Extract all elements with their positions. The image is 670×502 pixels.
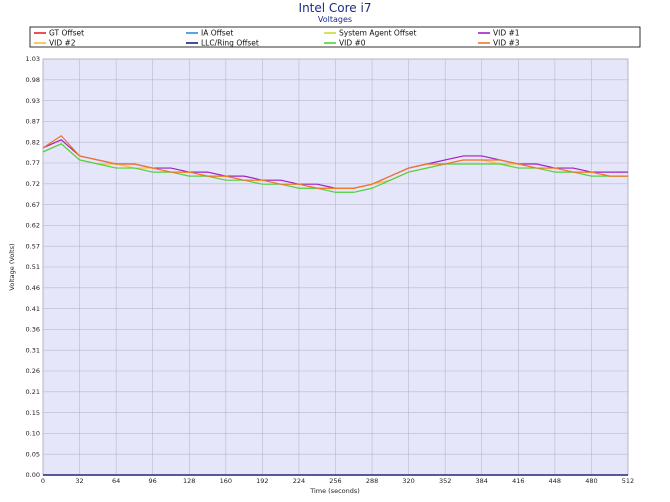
x-tick-label: 384	[476, 477, 488, 485]
y-tick-label: 0.10	[26, 430, 40, 438]
y-tick-label: 0.05	[26, 450, 40, 458]
y-tick-label: 0.51	[26, 263, 40, 271]
y-tick-label: 0.82	[26, 138, 40, 146]
legend-label-vid-3: VID #3	[493, 39, 520, 48]
series-line-vid-0	[42, 143, 628, 193]
y-tick-label: 0.87	[26, 118, 40, 126]
x-tick-label: 288	[366, 477, 378, 485]
x-tick-label: 0	[41, 477, 45, 485]
legend-label-system-agent-offset: System Agent Offset	[339, 29, 417, 38]
chart-title: Intel Core i7	[299, 1, 372, 15]
x-tick-label: 512	[622, 477, 634, 485]
series-layer	[42, 135, 628, 476]
x-tick-label: 352	[439, 477, 451, 485]
y-tick-label: 0.41	[26, 305, 40, 313]
y-tick-label: 0.15	[26, 409, 40, 417]
chart-legend: GT Offset IA Offset System Agent Offset VID…	[29, 26, 641, 48]
x-tick-label: 256	[329, 477, 341, 485]
y-axis-label: Voltage (Volts)	[8, 243, 16, 290]
y-tick-label: 0.31	[26, 346, 40, 354]
x-tick-label: 64	[112, 477, 120, 485]
x-tick-label: 160	[220, 477, 232, 485]
legend-label-vid-0: VID #0	[339, 39, 366, 48]
x-tick-label: 32	[75, 477, 83, 485]
y-axis-ticks: 0.00 0.05 0.10 0.15 0.21 0.26 0.31 0.36 0.41 0.46…	[26, 55, 40, 479]
y-tick-label: 0.72	[26, 180, 40, 188]
y-tick-label: 1.03	[26, 55, 40, 63]
y-tick-label: 0.62	[26, 222, 40, 230]
y-tick-label: 0.00	[26, 471, 40, 479]
legend-label-llc-ring-offset: LLC/Ring Offset	[201, 39, 259, 48]
legend-label-gt-offset: GT Offset	[49, 29, 84, 38]
legend-label-ia-offset: IA Offset	[201, 29, 233, 38]
x-tick-label: 224	[293, 477, 305, 485]
y-tick-label: 0.67	[26, 201, 40, 209]
chart-subtitle: Voltages	[318, 15, 352, 24]
series-line-vid-3	[42, 135, 628, 189]
x-tick-label: 192	[256, 477, 268, 485]
grid-lines	[42, 58, 629, 476]
x-tick-label: 128	[183, 477, 195, 485]
y-tick-label: 0.36	[26, 326, 40, 334]
x-tick-label: 416	[512, 477, 524, 485]
x-axis-ticks: 0 32 64 96 128 160 192 224 256 288 320 352 384 416 448…	[41, 477, 634, 485]
y-tick-label: 0.21	[26, 388, 40, 396]
legend-label-vid-1: VID #1	[493, 29, 520, 38]
y-tick-label: 0.46	[26, 284, 40, 292]
y-tick-label: 0.57	[26, 242, 40, 250]
legend-label-vid-2: VID #2	[49, 39, 76, 48]
x-tick-label: 96	[149, 477, 157, 485]
y-tick-label: 0.98	[26, 76, 40, 84]
y-tick-label: 0.77	[26, 159, 40, 167]
x-tick-label: 480	[585, 477, 597, 485]
y-tick-label: 0.26	[26, 367, 40, 375]
y-tick-label: 0.93	[26, 97, 40, 105]
x-axis-label: Time (seconds)	[309, 487, 360, 495]
x-tick-label: 320	[402, 477, 414, 485]
x-tick-label: 448	[549, 477, 561, 485]
